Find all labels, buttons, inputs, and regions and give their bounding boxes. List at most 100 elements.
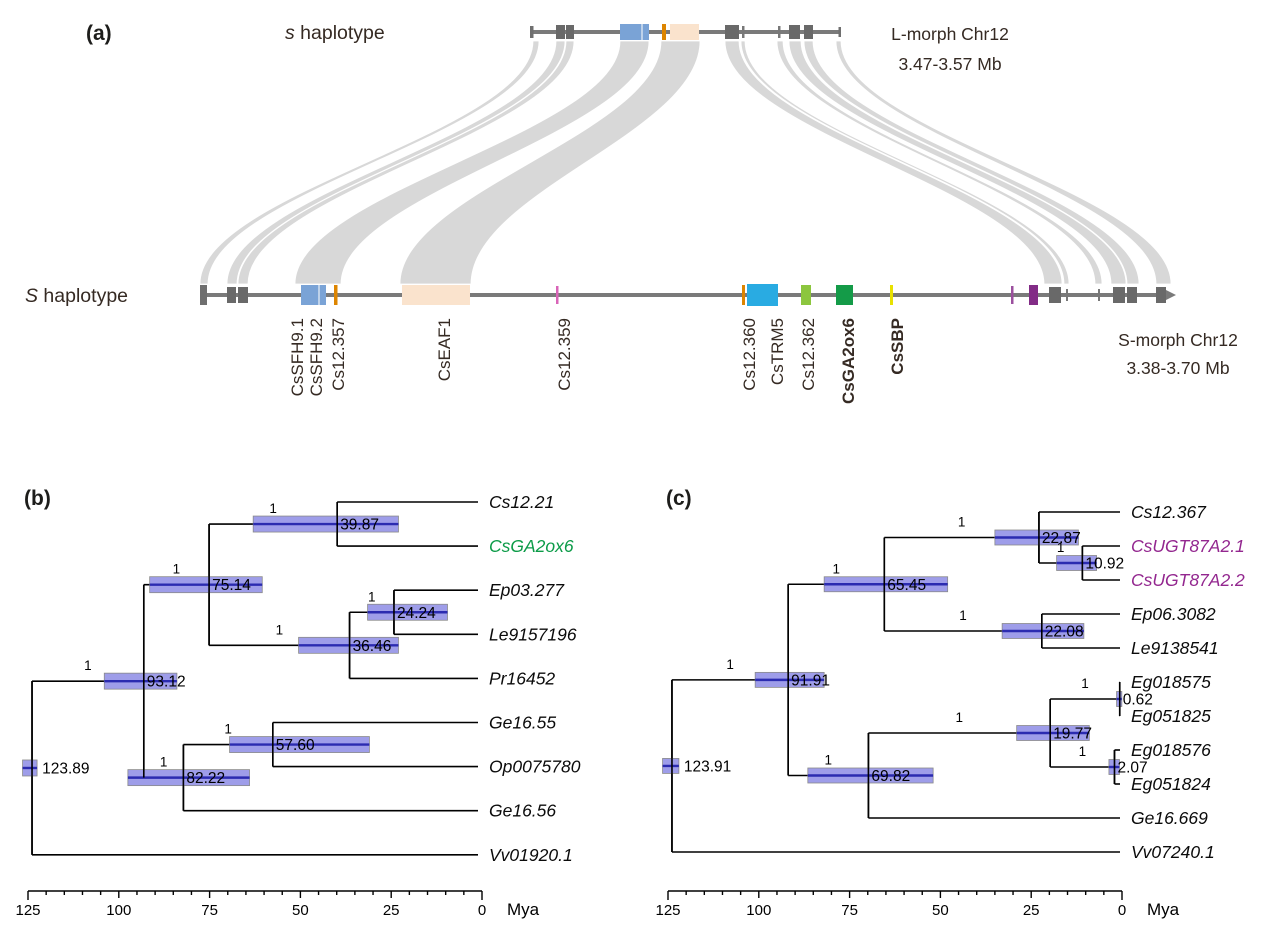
tip-label: Ep06.3082 (1131, 604, 1216, 624)
axis-tick-label: 50 (292, 902, 309, 919)
axis-tick-label: 0 (478, 902, 486, 919)
support-label: 1 (84, 658, 92, 673)
axis-tick-label: 0 (1118, 902, 1126, 919)
chromosome-range-label: L-morph Chr12 (891, 24, 1009, 44)
panel-letter-b: (b) (24, 487, 51, 510)
chromosome-range-label: S-morph Chr12 (1118, 330, 1238, 350)
ribbon (199, 40, 540, 285)
ribbon (294, 40, 650, 285)
node-age-label: 69.82 (871, 768, 910, 785)
ribbon (226, 40, 566, 285)
gene-block (1066, 289, 1068, 301)
node-age-label: 0.62 (1123, 692, 1153, 709)
haplotype-label: S haplotype (25, 285, 128, 307)
axis-tick-label: 75 (201, 902, 218, 919)
tip-label: Eg051824 (1131, 774, 1211, 794)
support-label: 1 (825, 753, 833, 768)
axis-tick-label: 125 (15, 902, 40, 919)
gene-label: CsSBP (888, 318, 907, 375)
bottom-chromosome: S haplotype S-morph Chr12 3.38-3.70 Mb (25, 284, 1238, 378)
gene-block (801, 285, 811, 305)
gene-block (747, 284, 778, 306)
axis-tick-label: 125 (655, 902, 680, 919)
support-label: 1 (726, 657, 734, 672)
tip-label: Vv01920.1 (489, 845, 573, 865)
support-label: 1 (224, 722, 232, 737)
gene-block (836, 285, 853, 305)
ribbon (835, 40, 1172, 285)
support-label: 1 (832, 561, 840, 576)
tip-label: Cs12.21 (489, 492, 554, 512)
node-age-label: 75.14 (212, 577, 251, 594)
node-age-label: 91.91 (791, 672, 830, 689)
gene-labels: CsSFH9.1 CsSFH9.2 Cs12.357 CsEAF1 Cs12.359 Cs… (288, 318, 907, 404)
node-age-label: 24.24 (397, 605, 436, 622)
gene-block (200, 285, 207, 305)
axis-tick-label: 100 (746, 902, 771, 919)
node-age-label: 57.60 (276, 737, 315, 754)
node-age-label: 10.92 (1085, 556, 1124, 573)
gene-label: Cs12.360 (740, 318, 759, 391)
node-age-label: 123.89 (42, 760, 89, 777)
node-age-label: 22.87 (1042, 530, 1081, 547)
node-age-label: 2.07 (1117, 760, 1147, 777)
ribbon (788, 40, 1127, 285)
support-label: 1 (958, 515, 966, 530)
support-label: 1 (173, 562, 181, 577)
gene-block (556, 286, 559, 304)
support-label: 1 (1081, 676, 1089, 691)
gene-block (742, 26, 745, 38)
tip-label: Eg018576 (1131, 740, 1211, 760)
tip-label: Ge16.56 (489, 801, 556, 821)
time-axis: 125 100 75 50 25 0 Mya (655, 890, 1180, 919)
tip-label: Ge16.669 (1131, 808, 1208, 828)
gene-block (1113, 287, 1125, 303)
gene-block (742, 285, 745, 305)
gene-block (662, 24, 666, 40)
gene-block (1156, 287, 1166, 303)
axis-tick-label: 100 (106, 902, 131, 919)
gene-block (1049, 287, 1061, 303)
node-age-label: 123.91 (684, 758, 731, 775)
panel-letter-a: (a) (86, 22, 112, 45)
gene-block (1029, 285, 1038, 305)
support-label: 1 (368, 589, 376, 604)
gene-label: CsSFH9.2 (307, 318, 326, 396)
node-age-label: 22.08 (1045, 624, 1084, 641)
gene-block (620, 24, 649, 40)
chromosome-arrowhead (1166, 290, 1176, 300)
support-label: 1 (959, 608, 967, 623)
gene-block (1127, 287, 1137, 303)
axis-tick-label: 50 (932, 902, 949, 919)
gene-block (227, 287, 236, 303)
tip-label: CsUGT87A2.2 (1131, 570, 1245, 590)
hpd-bars (22, 515, 448, 787)
support-label: 1 (1057, 540, 1065, 555)
gene-label: CsEAF1 (435, 318, 454, 381)
gene-label: Cs12.359 (555, 318, 574, 391)
node-age-label: 36.46 (353, 638, 392, 655)
support-label: 1 (160, 755, 168, 770)
axis-tick-label: 25 (383, 902, 400, 919)
ribbon (803, 40, 1140, 285)
tip-label: CsUGT87A2.1 (1131, 536, 1245, 556)
tip-label: Pr16452 (489, 668, 555, 688)
top-chromosome: s haplotype L-morph Chr12 3.47-3.57 Mb (285, 22, 1009, 74)
gene-block (556, 25, 565, 39)
tip-label: Eg051825 (1131, 706, 1211, 726)
panel-b: Cs12.21 CsGA2ox6 Ep03.277 Le9157196 Pr16452 G… (15, 487, 580, 919)
chromosome-range-label: 3.47-3.57 Mb (898, 54, 1001, 74)
node-age-label: 65.45 (887, 577, 926, 594)
panel-c: Cs12.367 CsUGT87A2.1 CsUGT87A2.2 Ep06.3082 L… (655, 487, 1245, 919)
tip-label: Cs12.367 (1131, 502, 1207, 522)
gene-block (725, 25, 739, 39)
gene-label: Cs12.357 (329, 318, 348, 391)
ribbon (724, 40, 1063, 285)
tip-label: Le9138541 (1131, 638, 1219, 658)
tip-label: Op0075780 (489, 757, 581, 777)
ribbon (740, 40, 1070, 285)
gene-label: CsTRM5 (768, 318, 787, 385)
gene-block (566, 25, 574, 39)
chromosome-range-label: 3.38-3.70 Mb (1126, 358, 1229, 378)
